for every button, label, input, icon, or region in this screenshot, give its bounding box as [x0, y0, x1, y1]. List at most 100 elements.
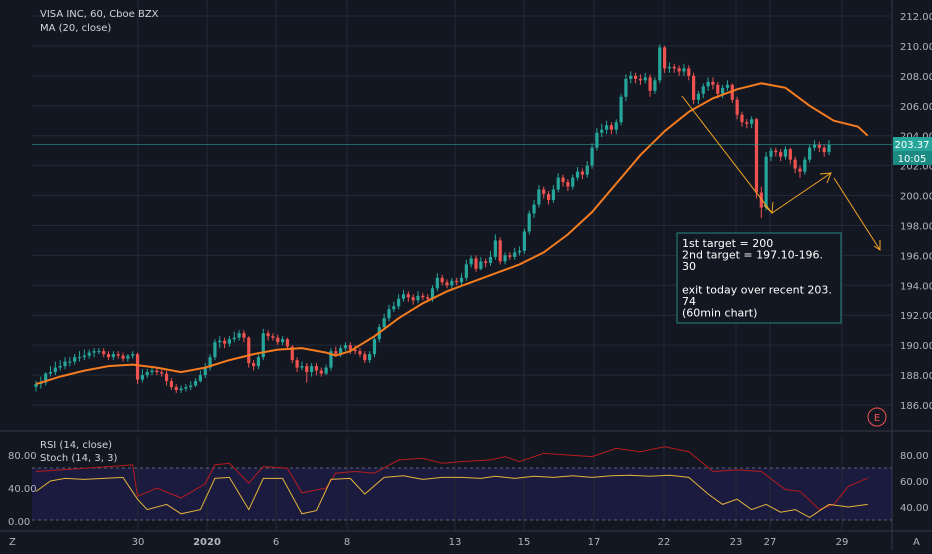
candle-body — [488, 256, 493, 263]
earnings-marker[interactable] — [867, 407, 887, 427]
rsi-legend[interactable]: RSI (14, close) — [40, 440, 112, 451]
candle-body — [580, 171, 584, 175]
candle-body — [740, 114, 744, 123]
candle-body — [435, 277, 439, 289]
candle — [343, 342, 348, 352]
time-tick-label: 27 — [764, 537, 777, 548]
candle-body — [73, 357, 77, 362]
candle — [227, 336, 232, 347]
candle — [198, 370, 203, 383]
candle — [474, 255, 478, 272]
candle-body — [392, 306, 396, 310]
candle-body — [281, 339, 285, 343]
candle-body — [290, 346, 294, 361]
candle-body — [174, 387, 178, 391]
candle-body — [633, 75, 638, 79]
price-badge — [893, 137, 932, 151]
candle — [624, 74, 628, 102]
candle-body — [440, 277, 444, 283]
candle-body — [721, 87, 725, 94]
candle — [522, 228, 526, 254]
candle-body — [198, 375, 203, 382]
time-tick-label: 2020 — [193, 537, 221, 548]
candle — [585, 161, 589, 178]
candle — [633, 72, 638, 84]
candle — [662, 45, 667, 73]
candle — [397, 294, 401, 310]
candle-body — [121, 355, 125, 359]
stoch-tick-label: 40.00 — [900, 503, 929, 514]
candle-body — [169, 381, 173, 388]
candle — [445, 279, 449, 289]
candle — [793, 156, 797, 174]
candle-body — [609, 125, 614, 130]
candle-body — [106, 354, 111, 358]
price-tick-label: 206.00 — [900, 102, 932, 113]
candle — [285, 337, 290, 350]
candle-body — [503, 255, 507, 262]
symbol-title[interactable]: VISA INC, 60, Cboe BZX — [40, 9, 159, 20]
note-box[interactable] — [676, 232, 842, 324]
price-tick-label: 188.00 — [900, 371, 932, 382]
candle — [106, 351, 111, 361]
stoch-legend[interactable]: Stoch (14, 3, 3) — [40, 453, 117, 464]
corner-right-label[interactable]: A — [913, 537, 920, 548]
candle-body — [135, 354, 140, 380]
candle — [189, 381, 193, 391]
candle-body — [643, 77, 647, 81]
candle — [822, 144, 826, 157]
candle — [48, 366, 53, 377]
candle-body — [368, 354, 372, 361]
candle-body — [479, 261, 483, 269]
candle — [769, 147, 773, 162]
candle-body — [310, 366, 314, 373]
candle — [721, 84, 725, 99]
corner-left-label[interactable]: Z — [9, 537, 16, 548]
candle — [193, 378, 198, 388]
candle-body — [363, 354, 367, 361]
candle — [730, 83, 734, 103]
candle-body — [551, 189, 555, 201]
candle — [774, 147, 778, 157]
rsi-ticks: 80.00 40.00 0.00 — [8, 451, 37, 528]
ma-line — [35, 82, 869, 386]
candle-body — [305, 366, 309, 373]
candle-body — [203, 367, 207, 376]
candle — [711, 77, 715, 90]
candle — [643, 72, 647, 84]
candle — [648, 74, 652, 97]
candle — [237, 330, 241, 341]
candle — [276, 334, 280, 346]
candle-body — [653, 80, 657, 91]
candle — [102, 348, 106, 358]
candle-body — [469, 258, 473, 265]
candle — [82, 349, 86, 361]
candle-body — [450, 280, 454, 286]
candle — [401, 289, 406, 302]
candle — [314, 363, 319, 376]
candle-body — [401, 294, 406, 299]
candle — [706, 77, 710, 91]
candle — [532, 200, 536, 218]
ma-legend[interactable]: MA (20, close) — [40, 23, 111, 34]
candle-body — [87, 352, 91, 356]
arrow-down-2-head — [873, 240, 881, 251]
candle — [164, 370, 169, 386]
candle — [310, 363, 314, 377]
candle — [329, 348, 333, 371]
note-line: (60min chart) — [682, 307, 757, 320]
price-tick-label: 202.00 — [900, 162, 932, 173]
candle — [184, 384, 188, 392]
candle — [92, 348, 96, 358]
rsi-tick-label: 80.00 — [8, 451, 37, 462]
candle — [416, 291, 420, 304]
candle — [600, 123, 604, 138]
candle-body — [667, 66, 672, 69]
candle-body — [614, 122, 618, 130]
candle — [590, 143, 594, 169]
arrow-up-head — [819, 172, 832, 184]
candle-body — [808, 147, 812, 160]
candle-body — [793, 159, 797, 169]
candle-body — [48, 372, 53, 374]
candle — [319, 367, 323, 377]
